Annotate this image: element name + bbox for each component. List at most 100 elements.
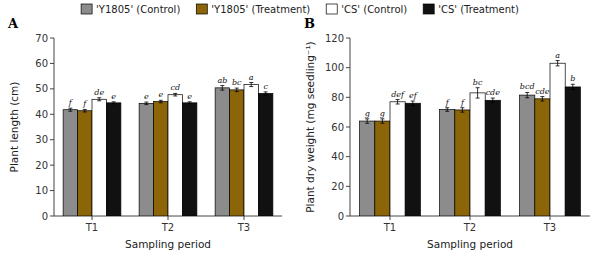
error-bar-cap — [445, 107, 449, 108]
error-bar-cap — [264, 91, 268, 92]
legend-swatch — [81, 4, 92, 14]
legend-swatch — [326, 4, 337, 14]
panel-title: A — [7, 16, 19, 31]
error-bar — [235, 88, 239, 92]
legend-swatch — [196, 4, 207, 14]
significance-label: e — [144, 92, 149, 101]
error-bar — [525, 92, 529, 97]
significance-label: ab — [217, 76, 227, 85]
error-bar — [97, 98, 101, 101]
error-bar-stem — [462, 108, 463, 112]
error-bar-cap — [68, 111, 72, 112]
significance-label: b — [570, 74, 575, 83]
x-tick — [168, 216, 169, 220]
error-bar-cap — [249, 82, 253, 83]
error-bar-cap — [144, 104, 148, 105]
error-bar-cap — [571, 84, 575, 85]
y-tick-label: 40 — [35, 109, 48, 120]
error-bar-cap — [249, 86, 253, 87]
significance-label: g — [365, 109, 370, 118]
error-bar-cap — [460, 107, 464, 108]
error-bar-stem — [251, 83, 252, 87]
bar — [440, 109, 455, 216]
x-axis-label: Sampling period — [125, 238, 211, 250]
error-bar-stem — [99, 98, 100, 101]
bar — [535, 99, 550, 216]
bar — [470, 93, 485, 216]
error-bar-cap — [380, 123, 384, 124]
y-axis-label: Plant dry weight (mg seedling⁻¹) — [304, 41, 316, 212]
figure: A010203040506070T1T2T3Sampling periodPla… — [0, 0, 600, 257]
bar — [520, 95, 535, 216]
error-bar-stem — [527, 92, 528, 97]
error-bar-stem — [557, 61, 558, 66]
error-bar-cap — [540, 101, 544, 102]
significance-label: e — [158, 90, 163, 99]
significance-label: e — [187, 92, 192, 101]
error-bar-cap — [159, 100, 163, 101]
y-tick-label: 60 — [331, 122, 344, 133]
significance-label: cde — [535, 87, 550, 96]
significance-label: f — [82, 99, 88, 108]
error-bar-cap — [235, 88, 239, 89]
y-tick — [50, 38, 54, 39]
error-bar — [380, 119, 384, 123]
error-bar — [173, 93, 177, 96]
error-bar-cap — [220, 85, 224, 86]
error-bar-stem — [265, 92, 266, 95]
significance-label: bc — [232, 78, 242, 87]
error-bar — [83, 109, 87, 112]
legend-item: 'Y1805' (Control) — [81, 4, 180, 15]
panel-title: B — [304, 16, 315, 31]
error-bar-cap — [173, 93, 177, 94]
bar — [375, 121, 390, 216]
error-bar-cap — [491, 98, 495, 99]
y-tick — [50, 88, 54, 89]
error-bar — [249, 83, 253, 87]
significance-label: f — [68, 98, 74, 107]
legend-label: 'Y1805' (Control) — [96, 4, 180, 15]
error-bar — [571, 84, 575, 89]
significance-label: c — [263, 82, 268, 91]
bar — [168, 95, 182, 216]
legend-item: 'Y1805' (Treatment) — [196, 4, 310, 15]
error-bar-stem — [70, 108, 71, 111]
error-bar-cap — [83, 109, 87, 110]
error-bar-cap — [264, 94, 268, 95]
significance-label: f — [445, 98, 451, 107]
marks — [360, 61, 581, 216]
y-tick-label: 20 — [35, 160, 48, 171]
error-bar-cap — [571, 89, 575, 90]
bar — [360, 121, 375, 216]
y-tick — [50, 216, 54, 217]
y-tick-label: 10 — [35, 185, 48, 196]
error-bar-stem — [236, 88, 237, 92]
y-tick — [50, 190, 54, 191]
error-bar — [411, 101, 415, 105]
error-bar-cap — [365, 118, 369, 119]
y-tick-label: 120 — [325, 33, 344, 44]
y-tick-label: 50 — [35, 83, 48, 94]
x-tick — [550, 216, 551, 220]
error-bar — [476, 88, 480, 98]
error-bar-stem — [477, 88, 478, 98]
error-bar-stem — [572, 84, 573, 89]
error-bar — [556, 61, 560, 66]
error-bar-cap — [476, 98, 480, 99]
y-tick-label: 100 — [325, 62, 344, 73]
significance-label: f — [460, 98, 466, 107]
y-tick-label: 20 — [331, 181, 344, 192]
bar — [63, 110, 77, 216]
bar — [405, 103, 420, 216]
y-axis — [350, 38, 351, 216]
significance-label: bc — [473, 78, 483, 87]
error-bar-cap — [365, 123, 369, 124]
significance-label: def — [391, 90, 406, 99]
significance-label: de — [94, 88, 104, 97]
legend-item: 'CS' (Control) — [326, 4, 407, 15]
y-axis-label: Plant length (cm) — [8, 82, 20, 173]
error-bar-stem — [542, 97, 543, 101]
error-bar-cap — [525, 92, 529, 93]
significance-label: a — [555, 51, 560, 60]
y-tick — [346, 216, 350, 217]
